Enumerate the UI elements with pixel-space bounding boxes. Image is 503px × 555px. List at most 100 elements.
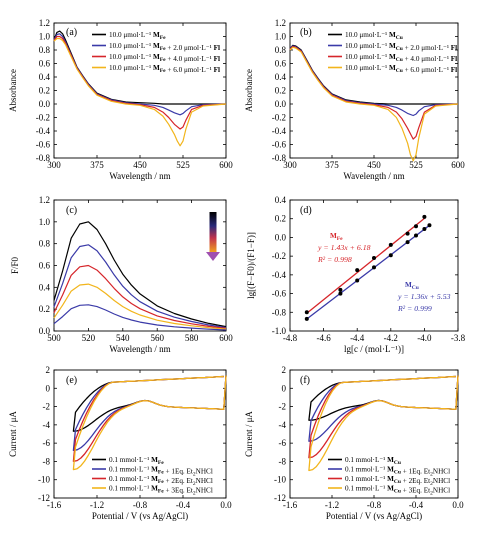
panel-e: -1.6 -1.2 -0.8 -0.4 0.0 -12 -10 -8 -6 -4 -2 0 2 (e) Po…: [8, 365, 232, 521]
y-tick-label: 1.2: [275, 18, 286, 28]
panel-a: 300 375 450 525 600 -0.8 -0.6 -0.4 -0.2 0.0 0.2 0.4…: [8, 18, 233, 181]
panel-label: (c): [66, 205, 77, 216]
legend-label: 0.1 mmol·L⁻¹ MCu: [345, 456, 401, 466]
y-tick-label: 0.6: [39, 261, 51, 271]
y-tick-label: 1.2: [39, 18, 50, 28]
data-point: [304, 310, 309, 315]
y-tick-label: -0.4: [272, 126, 287, 136]
legend-label: 0.1 mmol·L⁻¹ MFe + 3Eq. Et2NHCl: [109, 485, 213, 497]
y-tick-label: 1.2: [39, 195, 50, 205]
y-tick-label: 0.4: [39, 282, 51, 292]
equation-cu: y = 1.36x + 5.53: [397, 292, 451, 301]
panel-label: (d): [300, 205, 312, 216]
y-tick-label: -0.6: [36, 140, 51, 150]
y-axis-label: Absorbance: [8, 69, 18, 112]
series-line-2: [53, 264, 227, 329]
y-tick-label: 2: [46, 365, 51, 375]
x-tick-label: -1.6: [283, 500, 298, 510]
data-point: [355, 278, 360, 283]
legend-label: 0.1 mmol·L⁻¹ MFe: [109, 456, 164, 466]
y-tick-label: -12: [38, 493, 50, 503]
series-line-0: [53, 30, 226, 105]
x-tick-label: 580: [185, 333, 199, 343]
x-tick-label: 560: [150, 333, 164, 343]
y-tick-label: 1.0: [39, 217, 51, 227]
y-axis-label: Current / μA: [8, 411, 18, 457]
x-tick-label: 525: [176, 160, 190, 170]
x-tick-label: 450: [133, 160, 147, 170]
x-tick-label: 300: [283, 160, 297, 170]
x-axis-label: Wavelength / nm: [109, 344, 170, 354]
r2-cu: R² = 0.999: [397, 304, 432, 313]
y-tick-label: -6: [43, 438, 51, 448]
x-axis-label: Potential / V (vs Ag/AgCl): [92, 511, 188, 521]
legend-label: 10.0 μmol·L⁻¹ MCu + 4.0 μmol·L⁻¹ Fl: [345, 53, 457, 63]
legend-label: 0.1 mmol·L⁻¹ MFe + 2Eq. Et2NHCl: [109, 475, 213, 487]
cv-curve-2: [72, 375, 227, 462]
cv-curve-0: [72, 375, 227, 432]
x-axis-label: lg[c / (mol·L⁻¹)]: [344, 344, 404, 354]
y-tick-label: -0.6: [272, 140, 287, 150]
y-tick-label: 0.4: [275, 72, 287, 82]
y-tick-label: -0.6: [272, 289, 287, 299]
x-tick-label: 0.0: [452, 500, 464, 510]
gradient-arrow-head: [206, 252, 220, 261]
y-tick-label: -12: [274, 493, 286, 503]
x-tick-label: 450: [367, 160, 381, 170]
data-point: [372, 265, 376, 270]
equation-fe: y = 1.43x + 6.18: [317, 243, 371, 252]
series-line-0: [53, 221, 227, 328]
y-tick-label: -0.8: [36, 153, 51, 163]
data-point: [388, 242, 393, 247]
x-tick-label: -1.2: [90, 500, 104, 510]
panel-label: (f): [300, 375, 310, 386]
data-point: [372, 256, 376, 261]
y-tick-label: -0.2: [272, 251, 286, 261]
x-tick-label: -4.0: [417, 333, 432, 343]
x-tick-label: 0.0: [220, 500, 232, 510]
y-tick-label: -0.4: [36, 126, 51, 136]
y-tick-label: -10: [38, 475, 50, 485]
cv-curve-3: [72, 375, 227, 471]
legend-label: 10.0 μmol·L⁻¹ MFe + 2.0 μmol·L⁻¹ Fl: [109, 42, 220, 52]
plot-frame: [289, 199, 459, 332]
y-tick-label: -0.2: [36, 113, 50, 123]
series-label-fe: MFe: [330, 232, 343, 242]
series-line-1: [53, 244, 227, 329]
series-line-3: [53, 283, 227, 330]
data-point: [422, 227, 427, 232]
x-tick-label: 520: [82, 333, 96, 343]
fit-line-0: [306, 217, 425, 314]
data-point: [405, 240, 410, 245]
data-point: [388, 253, 393, 258]
y-tick-label: -6: [279, 438, 287, 448]
x-axis-label: Potential / V (vs Ag/AgCl): [326, 511, 422, 521]
x-tick-label: 600: [219, 160, 233, 170]
x-tick-label: 375: [325, 160, 339, 170]
y-tick-label: -10: [274, 475, 286, 485]
series-line-3: [289, 46, 459, 162]
series-line-2: [53, 35, 227, 130]
y-tick-label: 0.0: [275, 232, 287, 242]
y-axis-label: Current / μA: [244, 411, 254, 457]
plot-frame: [53, 199, 227, 332]
y-tick-label: -4: [43, 420, 51, 430]
x-tick-label: -0.8: [367, 500, 382, 510]
legend-label: 0.1 mmol·L⁻¹ MCu + 1Eq. Et2NHCl: [345, 466, 450, 478]
y-axis-label: F/F0: [10, 256, 20, 274]
legend-label: 10.0 μmol·L⁻¹ MFe: [109, 31, 166, 41]
y-axis-label: lg[(F−F0)/(F1−F)]: [246, 232, 256, 299]
y-tick-label: -0.8: [272, 153, 287, 163]
panel-f: -1.6 -1.2 -0.8 -0.4 0.0 -12 -10 -8 -6 -4 -2 0 2 (f) Po…: [244, 365, 464, 521]
y-tick-label: 0.0: [39, 326, 51, 336]
panel-b: 300 375 450 525 600 -0.8 -0.6 -0.4 -0.2 0.0 0.2 0.4…: [244, 18, 465, 181]
y-tick-label: 0.2: [275, 86, 286, 96]
y-tick-label: 0.4: [39, 72, 51, 82]
data-point: [338, 287, 343, 292]
legend-label: 10.0 μmol·L⁻¹ MFe + 4.0 μmol·L⁻¹ Fl: [109, 53, 220, 63]
data-point: [338, 291, 343, 296]
data-point: [427, 223, 432, 228]
x-tick-label: 600: [219, 333, 233, 343]
x-axis-label: Wavelength / nm: [109, 171, 170, 181]
